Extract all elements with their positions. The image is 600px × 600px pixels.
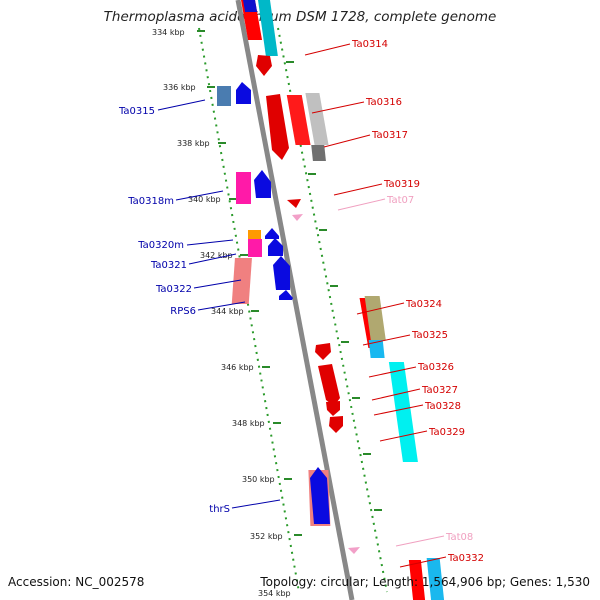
rna-label: Tat07 — [386, 195, 414, 206]
right-gene-labels: Ta0314 Ta0316 Ta0317 Ta0319 Tat07 Ta0324… — [351, 39, 484, 564]
gene-label: Ta0321 — [150, 260, 187, 271]
right-leaders — [304, 43, 447, 568]
left-leaders — [157, 99, 281, 509]
map-title: Thermoplasma acidophilum DSM 1728, compl… — [103, 9, 497, 25]
gene-label: Ta0320m — [137, 240, 184, 251]
gene-label: Ta0317 — [371, 130, 408, 141]
left-dotted-track — [198, 27, 300, 593]
gene-block — [311, 145, 326, 161]
gene-label: Ta0328 — [424, 401, 461, 412]
gene-arrow — [287, 199, 301, 208]
forward-genes — [241, 0, 445, 600]
gene-arrow — [266, 94, 289, 160]
gene-block — [243, 0, 258, 12]
rna-gene — [292, 214, 303, 221]
kbp-label: 348 kbp — [232, 419, 265, 428]
kbp-labels: 334 kbp 336 kbp 338 kbp 340 kbp 342 kbp … — [152, 28, 291, 598]
gene-arrow — [256, 55, 272, 76]
gene-block — [368, 340, 385, 358]
gene-block — [305, 93, 329, 145]
gene-label: thrS — [209, 504, 230, 515]
gene-block — [364, 296, 386, 340]
gene-block — [217, 86, 231, 106]
gene-arrow — [279, 290, 293, 300]
gene-block — [388, 362, 418, 462]
gene-label: Ta0329 — [428, 427, 465, 438]
gene-arrow — [315, 343, 331, 360]
gene-arrow — [329, 416, 343, 433]
gene-label: Ta0322 — [155, 284, 192, 295]
rna-gene — [348, 547, 360, 554]
kbp-label: 346 kbp — [221, 363, 254, 372]
gene-block — [426, 558, 445, 600]
gene-label: Ta0325 — [411, 330, 448, 341]
kbp-label: 338 kbp — [177, 139, 210, 148]
reverse-genes — [217, 82, 331, 526]
gene-arrow — [326, 401, 340, 416]
gene-label: Ta0314 — [351, 39, 388, 50]
kbp-label: 344 kbp — [211, 307, 244, 316]
kbp-label: 354 kbp — [258, 589, 291, 598]
kbp-label: 334 kbp — [152, 28, 185, 37]
accession-text: Accession: NC_002578 — [8, 575, 145, 589]
gene-label: Ta0318m — [127, 196, 174, 207]
right-dotted-track — [277, 27, 388, 593]
genome-axis — [235, 0, 355, 600]
gene-label: Ta0319 — [383, 179, 420, 190]
gene-label: Ta0326 — [417, 362, 454, 373]
gene-arrow — [265, 228, 279, 239]
kbp-label: 342 kbp — [200, 251, 233, 260]
kbp-label: 340 kbp — [188, 195, 221, 204]
kbp-label: 352 kbp — [250, 532, 283, 541]
left-kbp-ticks — [197, 30, 302, 536]
gene-block — [408, 560, 426, 600]
kbp-label: 350 kbp — [242, 475, 275, 484]
gene-arrow — [268, 238, 283, 256]
gene-arrow — [236, 82, 251, 104]
topology-summary: Topology: circular; Length: 1,564,906 bp… — [260, 575, 590, 589]
kbp-label: 336 kbp — [163, 83, 196, 92]
gene-block — [286, 95, 311, 145]
gene-label: Ta0327 — [421, 385, 458, 396]
gene-arrow — [318, 364, 340, 406]
gene-arrow — [310, 467, 330, 524]
gene-block — [248, 239, 262, 257]
left-gene-labels: Ta0315 Ta0318m Ta0320m Ta0321 Ta0322 RPS… — [118, 106, 230, 515]
gene-arrow — [254, 170, 271, 198]
gene-label: Ta0315 — [118, 106, 155, 117]
gene-label: Ta0324 — [405, 299, 442, 310]
gene-arrow — [273, 256, 290, 290]
gene-label: Ta0316 — [365, 97, 402, 108]
gene-block — [236, 172, 251, 204]
gene-label: Ta0332 — [447, 553, 484, 564]
gene-block — [258, 0, 278, 56]
gene-label: RPS6 — [170, 306, 196, 317]
gene-block — [231, 258, 252, 304]
rna-label: Tat08 — [445, 532, 473, 543]
gene-block — [248, 230, 261, 239]
